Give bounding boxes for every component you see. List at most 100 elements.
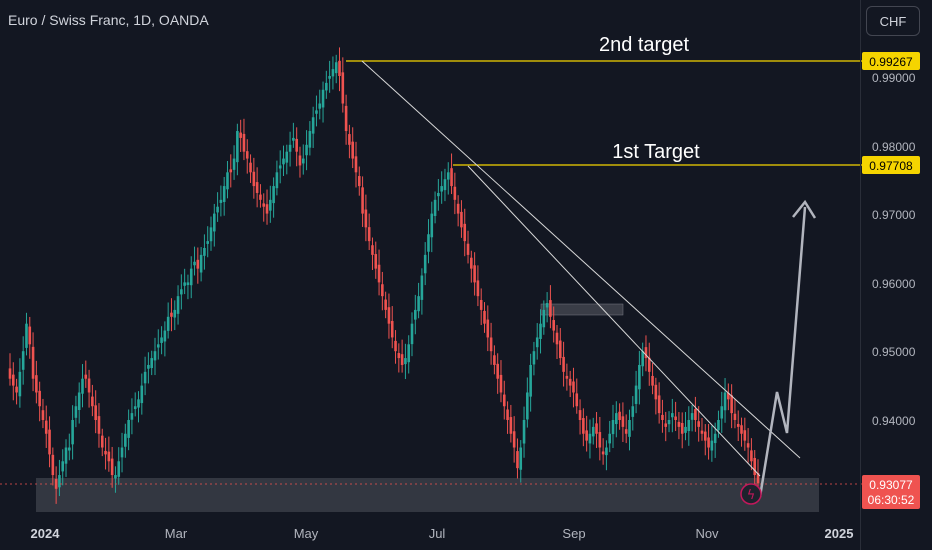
candle-body xyxy=(124,433,127,447)
candle-body xyxy=(153,351,157,361)
candle-body xyxy=(272,186,275,204)
y-tick-label: 0.95000 xyxy=(872,345,916,359)
candle-body xyxy=(740,425,743,434)
candle-body xyxy=(542,309,546,328)
candle-body xyxy=(21,351,25,370)
candle-body xyxy=(374,254,378,269)
candle-body xyxy=(28,326,32,345)
candle-body xyxy=(166,316,170,331)
candle-body xyxy=(641,351,644,367)
candle-body xyxy=(11,374,15,386)
candle-body xyxy=(61,461,65,472)
candle-body xyxy=(710,440,714,451)
trendline-upper xyxy=(361,60,801,459)
candle-body xyxy=(361,187,364,214)
candle-body xyxy=(338,60,341,76)
candle-body xyxy=(572,381,575,393)
candle-body xyxy=(51,454,55,476)
x-tick-label: Nov xyxy=(695,526,719,541)
candle-body xyxy=(460,211,463,228)
candle-body xyxy=(565,375,569,379)
candle-body xyxy=(753,457,757,476)
candle-body xyxy=(496,363,499,379)
candle-body xyxy=(423,254,427,274)
candle-body xyxy=(743,430,747,441)
alert-icon[interactable] xyxy=(740,483,762,505)
x-tick-label: Mar xyxy=(165,526,188,541)
candle-body xyxy=(216,206,219,213)
currency-button[interactable]: CHF xyxy=(866,6,920,36)
candle-body xyxy=(634,385,638,404)
candle-body xyxy=(133,406,137,410)
candle-body xyxy=(582,418,585,434)
candle-body xyxy=(588,433,592,444)
candle-body xyxy=(638,364,641,390)
x-tick-label: 2025 xyxy=(825,526,854,541)
candle-body xyxy=(163,330,167,342)
candle-body xyxy=(483,310,486,324)
candle-body xyxy=(647,357,651,372)
candle-body xyxy=(509,417,513,434)
candle-body xyxy=(137,399,140,408)
candle-body xyxy=(38,390,41,407)
candle-body xyxy=(199,254,203,273)
candle-body xyxy=(31,346,35,379)
candle-body xyxy=(298,155,302,166)
candle-body xyxy=(282,158,285,165)
candle-body xyxy=(506,409,509,420)
candle-body xyxy=(315,110,318,114)
candle-body xyxy=(100,435,104,448)
candle-body xyxy=(252,171,256,187)
candle-body xyxy=(502,394,506,407)
candle-body xyxy=(87,378,91,393)
candle-body xyxy=(400,354,404,365)
candle-body xyxy=(713,433,717,444)
candle-body xyxy=(143,371,147,384)
y-tick-label: 0.97000 xyxy=(872,208,916,222)
candle-body xyxy=(549,300,552,317)
candle-body xyxy=(91,396,94,407)
candle-body xyxy=(730,395,733,414)
candle-body xyxy=(736,423,740,427)
candle-body xyxy=(552,320,556,331)
candle-body xyxy=(311,117,315,134)
candle-body xyxy=(206,241,210,244)
candle-body xyxy=(160,337,163,343)
candle-body xyxy=(15,386,18,393)
candle-body xyxy=(628,420,631,437)
y-tick-label: 0.98000 xyxy=(872,140,916,154)
candle-body xyxy=(354,156,358,173)
candle-body xyxy=(212,213,216,232)
candle-body xyxy=(384,299,387,310)
candle-body xyxy=(407,344,411,363)
countdown-label: 06:30:52 xyxy=(868,493,915,507)
candle-body xyxy=(545,303,549,308)
candle-body xyxy=(437,192,440,197)
candle-body xyxy=(94,405,97,420)
candle-body xyxy=(387,307,391,324)
candle-body xyxy=(130,413,134,420)
candle-body xyxy=(473,265,476,283)
candle-body xyxy=(417,296,420,312)
candle-body xyxy=(18,371,22,397)
candle-body xyxy=(707,437,710,448)
second-target-price-label: 0.99267 xyxy=(869,55,913,69)
candle-body xyxy=(470,257,473,269)
candle-body xyxy=(331,69,335,77)
candles-group xyxy=(8,47,760,504)
candle-body xyxy=(381,284,384,297)
candle-body xyxy=(727,392,730,400)
candle-body xyxy=(539,323,542,339)
candle-body xyxy=(516,451,519,469)
x-tick-label: Sep xyxy=(562,526,585,541)
candle-body xyxy=(664,423,668,427)
candle-body xyxy=(532,351,536,365)
candle-body xyxy=(285,151,289,163)
second-target-annotation: 2nd target xyxy=(599,34,690,56)
candle-body xyxy=(120,447,124,458)
candle-body xyxy=(77,392,81,410)
candle-body xyxy=(450,168,453,187)
candle-body xyxy=(750,450,753,462)
first-target-price-tag xyxy=(862,156,920,174)
candle-body xyxy=(512,431,516,448)
